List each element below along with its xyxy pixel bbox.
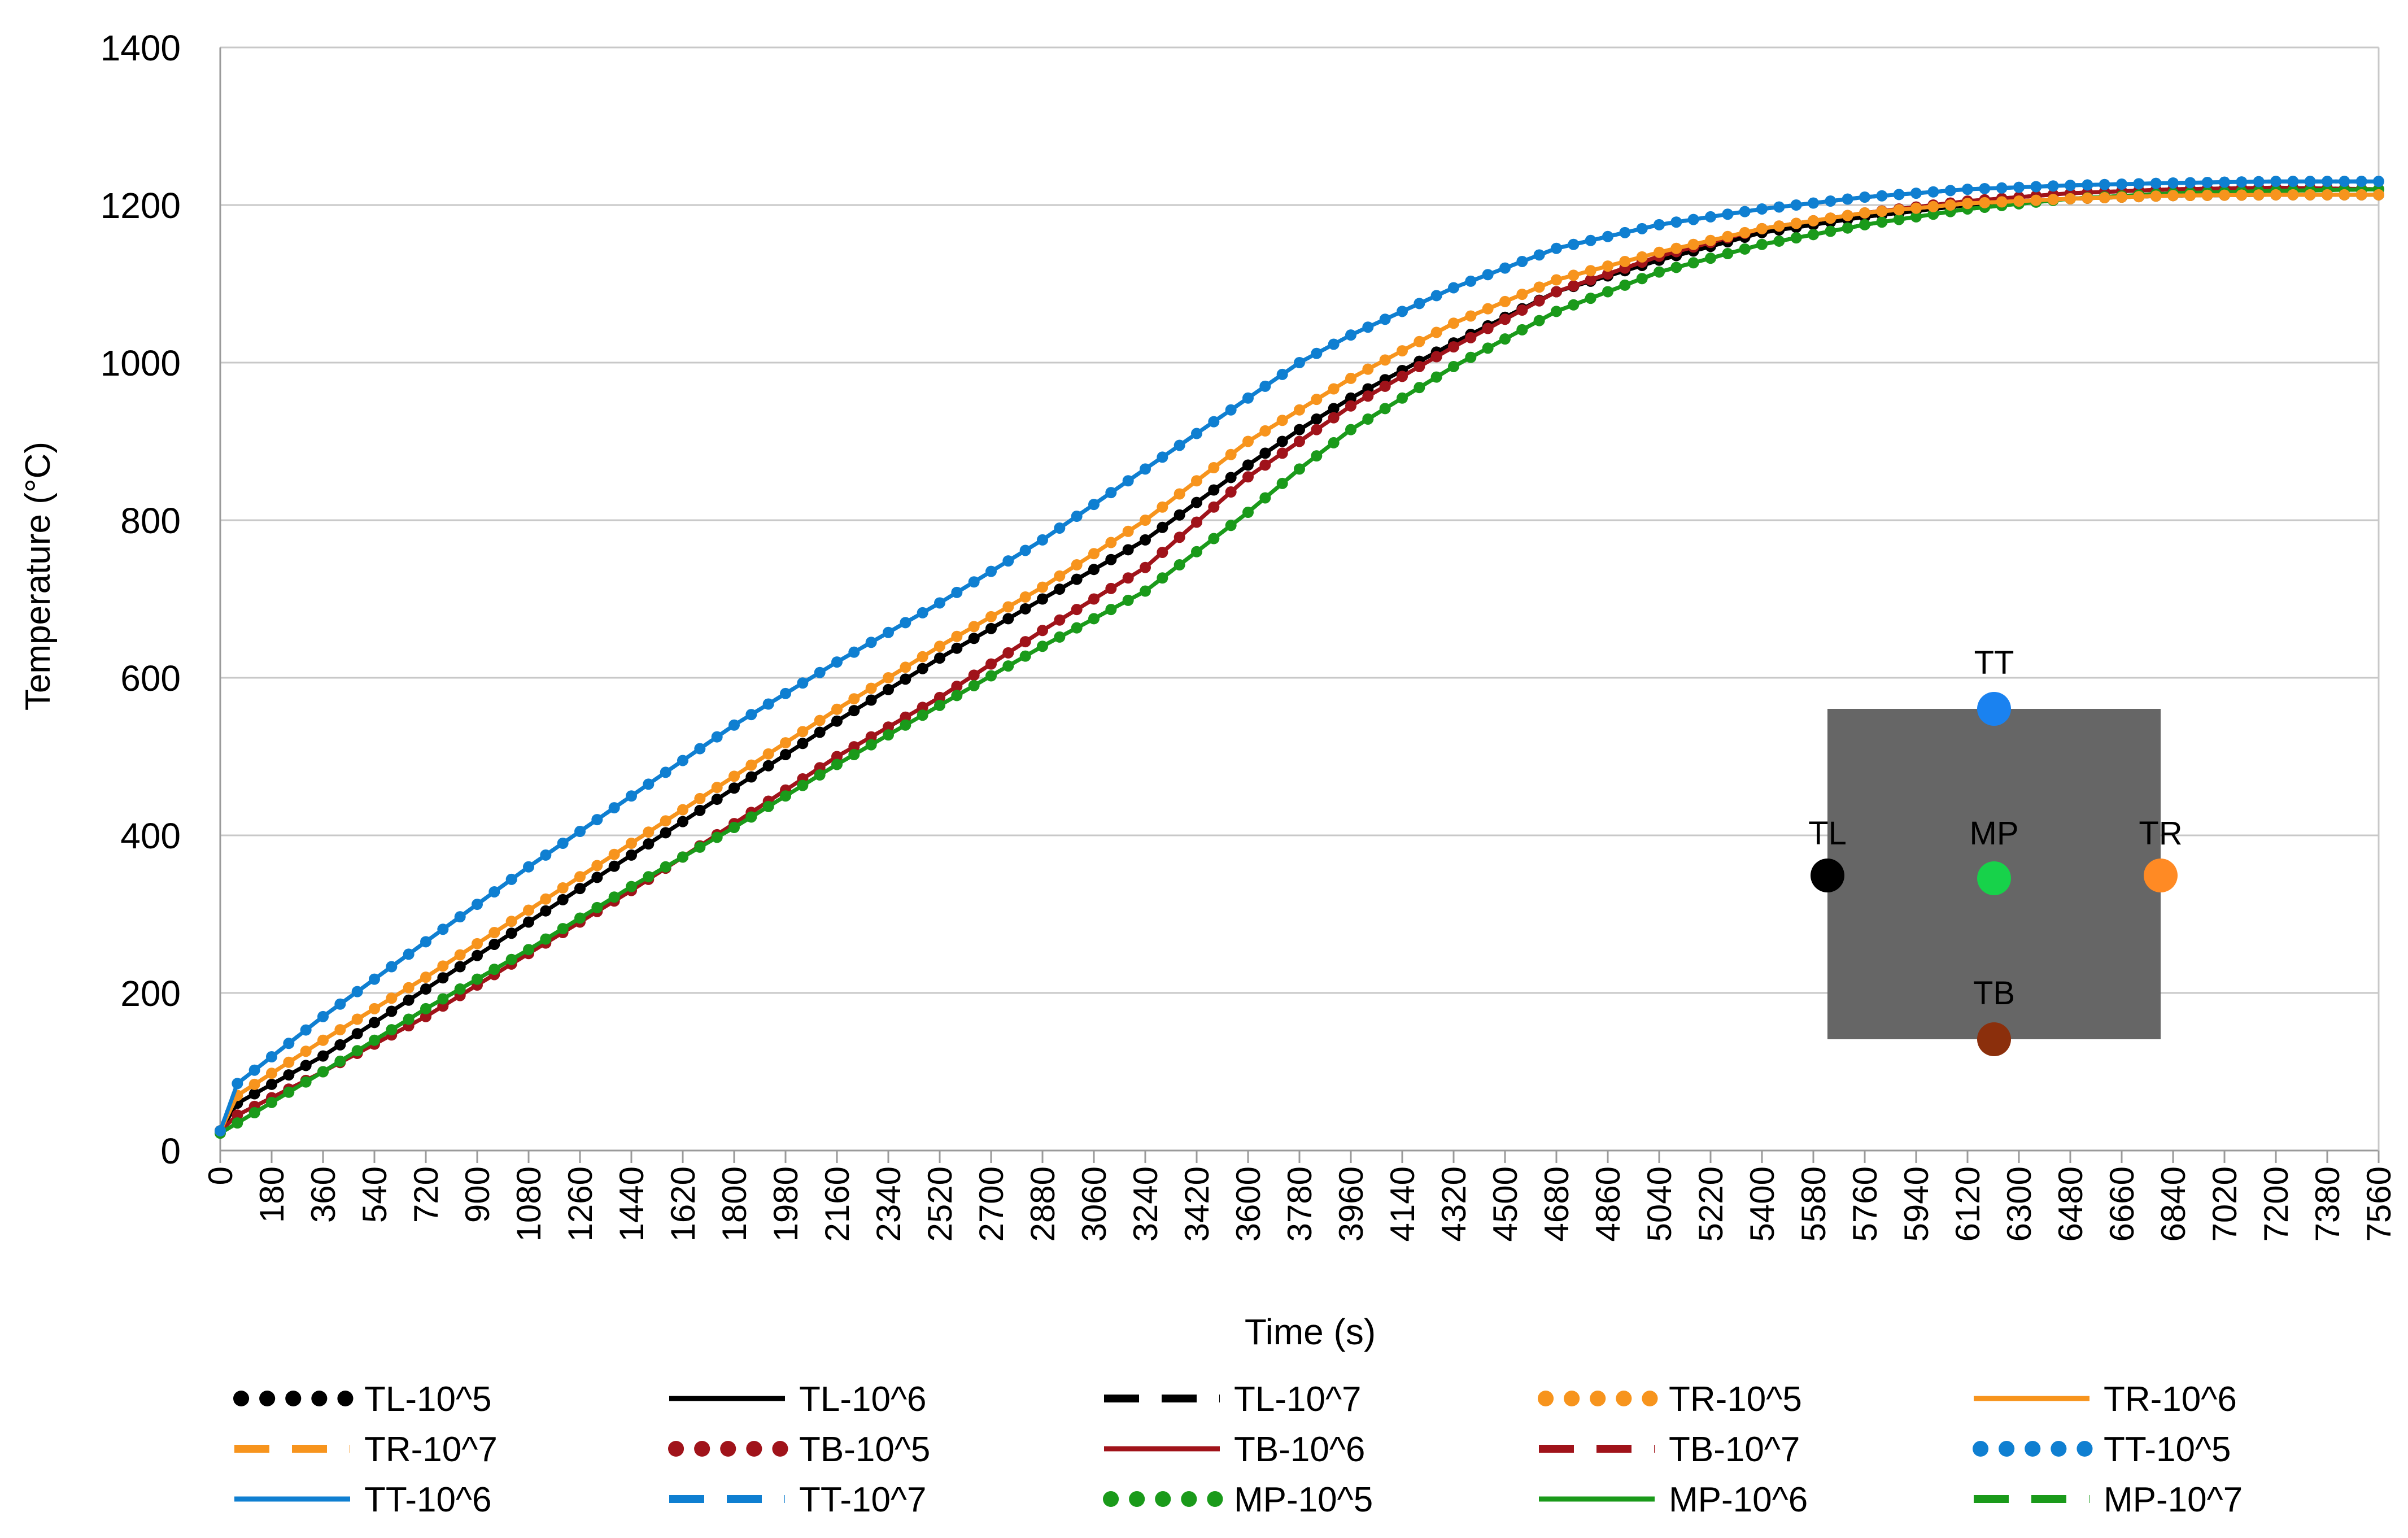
x-tick-label: 5580 <box>1795 1166 1833 1241</box>
x-tick-label: 1800 <box>716 1166 753 1241</box>
y-tick-label: 200 <box>120 973 181 1014</box>
y-tick-label: 800 <box>120 500 181 541</box>
x-tick-label: 2340 <box>870 1166 908 1241</box>
series-line-TR-10^7 <box>218 193 2381 1133</box>
x-tick-label: 4320 <box>1435 1166 1473 1241</box>
sensor-label-TB: TB <box>1973 975 2015 1012</box>
y-tick-label: 1000 <box>101 343 181 384</box>
y-tick-label: 0 <box>160 1131 181 1171</box>
x-tick-label: 360 <box>304 1166 342 1223</box>
sensor-point-TB <box>1977 1022 2011 1056</box>
sensor-label-MP: MP <box>1970 815 2019 852</box>
x-tick-label: 1440 <box>613 1166 651 1241</box>
legend-label: TT-10^6 <box>364 1480 492 1519</box>
y-tick-label: 1200 <box>101 185 181 226</box>
axes: 0 200 400 600 800 1000 1200 1400 0 180 360 540 720 90… <box>101 28 2398 1241</box>
sensor-point-TR <box>2144 859 2178 892</box>
x-tick-label: 5040 <box>1641 1166 1678 1241</box>
x-tick-label: 4500 <box>1486 1166 1524 1241</box>
legend-label: TB-10^6 <box>1234 1430 1365 1469</box>
x-tick-label: 2520 <box>921 1166 959 1241</box>
x-tick-label: 5940 <box>1897 1166 1935 1241</box>
sensor-point-TL <box>1811 859 1844 892</box>
y-tick-label: 1400 <box>101 28 181 68</box>
x-tick-label: 4140 <box>1384 1166 1421 1241</box>
x-tick-label: 4680 <box>1538 1166 1576 1241</box>
x-tick-label: 6840 <box>2154 1166 2192 1241</box>
x-tick-label: 4860 <box>1589 1166 1627 1241</box>
sensor-point-MP <box>1977 861 2011 895</box>
x-axis-label: Time (s) <box>1245 1312 1376 1352</box>
x-tick-label: 2700 <box>972 1166 1010 1241</box>
y-axis-label: Temperature (°C) <box>19 442 58 711</box>
x-tick-label: 2160 <box>818 1166 856 1241</box>
sensor-location-inset: TT TL MP TR TB <box>1808 644 2183 1056</box>
legend-label: TT-10^5 <box>2104 1430 2231 1469</box>
x-tick-label: 5400 <box>1743 1166 1781 1241</box>
x-tick-label: 6120 <box>1949 1166 1987 1241</box>
x-tick-label: 7380 <box>2309 1166 2346 1241</box>
x-tick-label: 540 <box>356 1166 394 1223</box>
legend-label: TB-10^5 <box>799 1430 930 1469</box>
legend-label: MP-10^5 <box>1234 1480 1373 1519</box>
legend-label: TR-10^6 <box>2104 1380 2237 1419</box>
x-tick-label: 7560 <box>2360 1166 2398 1241</box>
x-tick-label: 5220 <box>1692 1166 1730 1241</box>
sensor-label-TT: TT <box>1974 644 2014 681</box>
x-tick-label: 6300 <box>2000 1166 2038 1241</box>
sensor-point-TT <box>1977 692 2011 726</box>
x-tick-label: 3240 <box>1127 1166 1164 1241</box>
x-tick-label: 1260 <box>561 1166 599 1241</box>
x-tick-label: 2880 <box>1024 1166 1062 1241</box>
y-tick-label: 600 <box>120 658 181 699</box>
x-tick-label: 7020 <box>2206 1166 2244 1241</box>
x-tick-label: 6660 <box>2103 1166 2141 1241</box>
x-tick-label: 180 <box>253 1166 291 1223</box>
sensor-label-TR: TR <box>2139 815 2182 852</box>
series-lines <box>215 176 2384 1139</box>
x-tick-label: 900 <box>459 1166 496 1223</box>
x-tick-label: 3600 <box>1229 1166 1267 1241</box>
legend-label: TL-10^6 <box>799 1380 927 1419</box>
legend-label: TR-10^7 <box>364 1430 498 1469</box>
legend-label: TR-10^5 <box>1669 1380 1802 1419</box>
legend-label: TL-10^7 <box>1234 1380 1362 1419</box>
x-tick-label: 7200 <box>2257 1166 2295 1241</box>
x-tick-label: 6480 <box>2052 1166 2089 1241</box>
x-tick-label: 1080 <box>510 1166 548 1241</box>
legend-label: MP-10^7 <box>2104 1480 2243 1519</box>
x-tick-label: 0 <box>202 1166 239 1185</box>
legend-label: MP-10^6 <box>1669 1480 1808 1519</box>
x-tick-label: 3780 <box>1281 1166 1319 1241</box>
sensor-label-TL: TL <box>1808 815 1847 852</box>
series-line-TT-10^7 <box>218 179 2381 1133</box>
y-tick-label: 400 <box>120 816 181 856</box>
x-tick-label: 3960 <box>1332 1166 1370 1241</box>
x-tick-label: 1620 <box>664 1166 702 1241</box>
legend-label: TB-10^7 <box>1669 1430 1800 1469</box>
x-tick-label: 720 <box>407 1166 445 1223</box>
x-tick-label: 1980 <box>767 1166 805 1241</box>
legend-label: TL-10^5 <box>364 1380 492 1419</box>
legend: TL-10^5 TL-10^6 TL-10^7 TR-10^5 TR-10^6 TR-10… <box>233 1380 2243 1519</box>
x-tick-label: 3060 <box>1075 1166 1113 1241</box>
x-tick-label: 5760 <box>1846 1166 1884 1241</box>
x-tick-label: 3420 <box>1178 1166 1216 1241</box>
legend-label: TT-10^7 <box>799 1480 927 1519</box>
